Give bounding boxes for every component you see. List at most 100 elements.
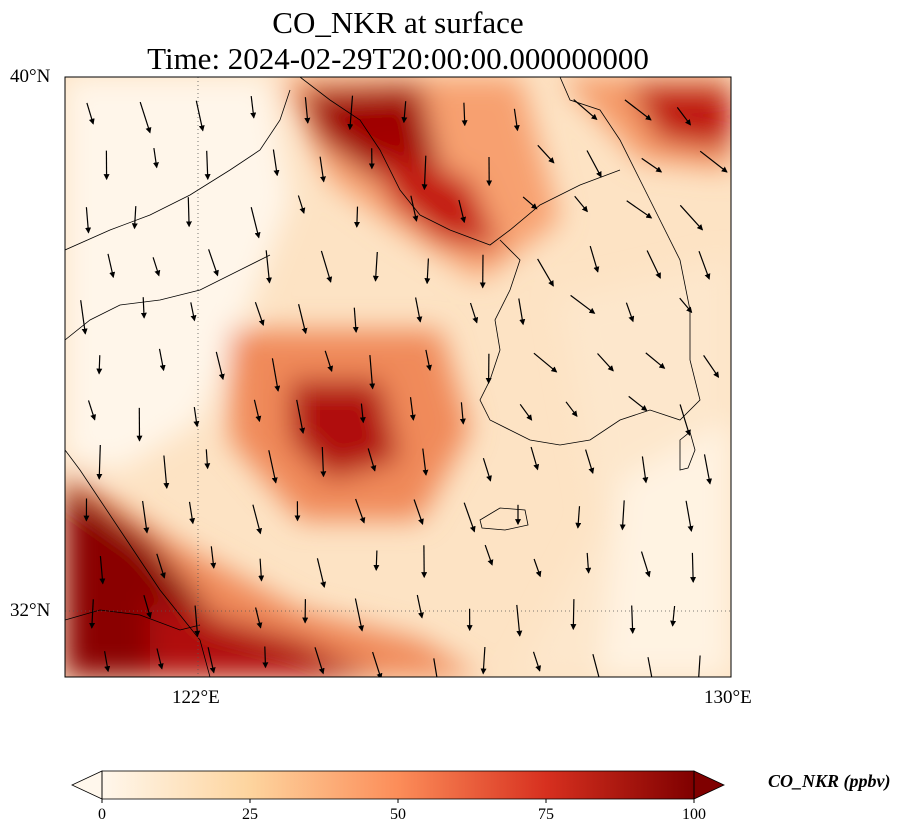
wind-arrow bbox=[254, 302, 265, 327]
colorbar-tick-label: 0 bbox=[98, 806, 106, 823]
wind-arrow bbox=[513, 108, 520, 132]
coastlines bbox=[65, 77, 701, 677]
wind-arrow bbox=[518, 298, 526, 326]
wind-arrow bbox=[416, 594, 424, 619]
wind-arrow bbox=[530, 446, 540, 471]
wind-arrow bbox=[153, 148, 159, 169]
wind-arrow bbox=[89, 599, 96, 629]
wind-arrow bbox=[573, 99, 598, 121]
wind-arrow bbox=[265, 250, 272, 284]
wind-arrow bbox=[104, 651, 111, 673]
wind-arrow bbox=[641, 157, 663, 173]
wind-arrow bbox=[522, 196, 538, 210]
wind-arrow bbox=[626, 200, 653, 219]
wind-arrow bbox=[401, 101, 408, 124]
wind-arrow bbox=[645, 352, 666, 369]
wind-arrow bbox=[372, 251, 379, 282]
wind-arrow bbox=[86, 102, 95, 125]
wind-arrow bbox=[163, 455, 170, 489]
wind-arrow bbox=[624, 99, 652, 121]
wind-arrow bbox=[574, 195, 588, 213]
wind-arrow bbox=[359, 403, 366, 424]
wind-arrow bbox=[679, 404, 691, 436]
concentration-field bbox=[65, 77, 731, 677]
wind-vectors bbox=[80, 95, 728, 677]
wind-arrow bbox=[107, 253, 116, 279]
colorbar-tick-label: 100 bbox=[682, 806, 706, 823]
wind-arrow bbox=[519, 403, 533, 421]
wind-arrow bbox=[352, 307, 359, 333]
wind-arrow bbox=[87, 400, 97, 421]
wind-arrow bbox=[641, 456, 649, 484]
wind-arrow bbox=[204, 449, 211, 470]
wind-arrow bbox=[188, 501, 196, 525]
colorbar-label: CO_NKR (ppbv) bbox=[768, 771, 891, 791]
wind-arrow bbox=[204, 150, 211, 181]
wind-arrow bbox=[320, 446, 327, 478]
wind-arrow bbox=[585, 449, 595, 475]
wind-arrow bbox=[143, 595, 152, 619]
wind-arrow bbox=[409, 397, 416, 421]
colorbar-tick-label: 25 bbox=[242, 806, 258, 823]
wind-arrow bbox=[461, 102, 468, 127]
wind-arrow bbox=[640, 551, 651, 578]
wind-arrow bbox=[367, 448, 377, 472]
wind-arrow bbox=[459, 402, 466, 425]
lat-tick-label: 32°N bbox=[10, 600, 51, 621]
wind-arrow bbox=[297, 195, 306, 214]
wind-arrow bbox=[647, 657, 653, 677]
wind-arrow bbox=[369, 355, 376, 390]
wind-arrow bbox=[96, 444, 103, 480]
wind-arrow bbox=[676, 107, 692, 126]
wind-arrow bbox=[158, 348, 166, 372]
wind-arrow bbox=[619, 500, 626, 531]
wind-arrow bbox=[532, 651, 542, 672]
wind-arrow bbox=[373, 550, 380, 571]
wind-arrow bbox=[469, 302, 479, 324]
wind-arrow bbox=[185, 197, 192, 228]
wind-arrow bbox=[272, 149, 280, 177]
wind-arrow bbox=[685, 500, 694, 532]
wind-arrow bbox=[625, 302, 635, 323]
wind-arrow bbox=[421, 155, 428, 191]
wind-arrow bbox=[195, 100, 205, 132]
map-time-subtitle: Time: 2024-02-29T20:00:00.000000000 bbox=[147, 41, 649, 76]
wind-arrow bbox=[142, 500, 150, 534]
wind-arrow bbox=[463, 502, 476, 533]
wind-arrow bbox=[372, 651, 383, 677]
wind-arrow bbox=[215, 351, 225, 381]
wind-arrow bbox=[296, 399, 306, 434]
wind-arrow bbox=[347, 95, 354, 131]
wind-arrow bbox=[703, 454, 713, 485]
wind-arrow bbox=[670, 605, 677, 627]
wind-arrow bbox=[585, 552, 592, 574]
wind-arrow bbox=[629, 605, 636, 634]
wind-arrow bbox=[80, 300, 88, 335]
wind-arrow bbox=[703, 355, 720, 379]
wind-arrow bbox=[698, 655, 701, 677]
wind-arrow bbox=[690, 552, 697, 583]
wind-arrow bbox=[99, 556, 106, 585]
wind-arrow bbox=[298, 304, 308, 335]
wind-arrow bbox=[304, 97, 311, 124]
wind-arrow bbox=[156, 553, 166, 579]
wind-arrow bbox=[422, 448, 429, 476]
wind-arrow bbox=[316, 558, 327, 588]
wind-arrow bbox=[250, 207, 261, 239]
wind-arrow bbox=[424, 258, 431, 285]
colorbar-tick-label: 75 bbox=[538, 806, 554, 823]
wind-arrow bbox=[537, 144, 555, 164]
colorbar bbox=[71, 770, 725, 803]
wind-arrow bbox=[679, 204, 704, 231]
wind-arrow bbox=[190, 302, 197, 322]
wind-arrow bbox=[96, 355, 103, 375]
wind-arrow bbox=[537, 258, 554, 287]
wind-arrow bbox=[355, 498, 366, 524]
wind-arrow bbox=[565, 401, 578, 417]
wind-arrow bbox=[353, 206, 360, 228]
wind-arrow bbox=[533, 352, 558, 373]
wind-arrow bbox=[570, 294, 596, 314]
wind-arrow bbox=[699, 150, 728, 173]
wind-arrow bbox=[314, 647, 325, 675]
